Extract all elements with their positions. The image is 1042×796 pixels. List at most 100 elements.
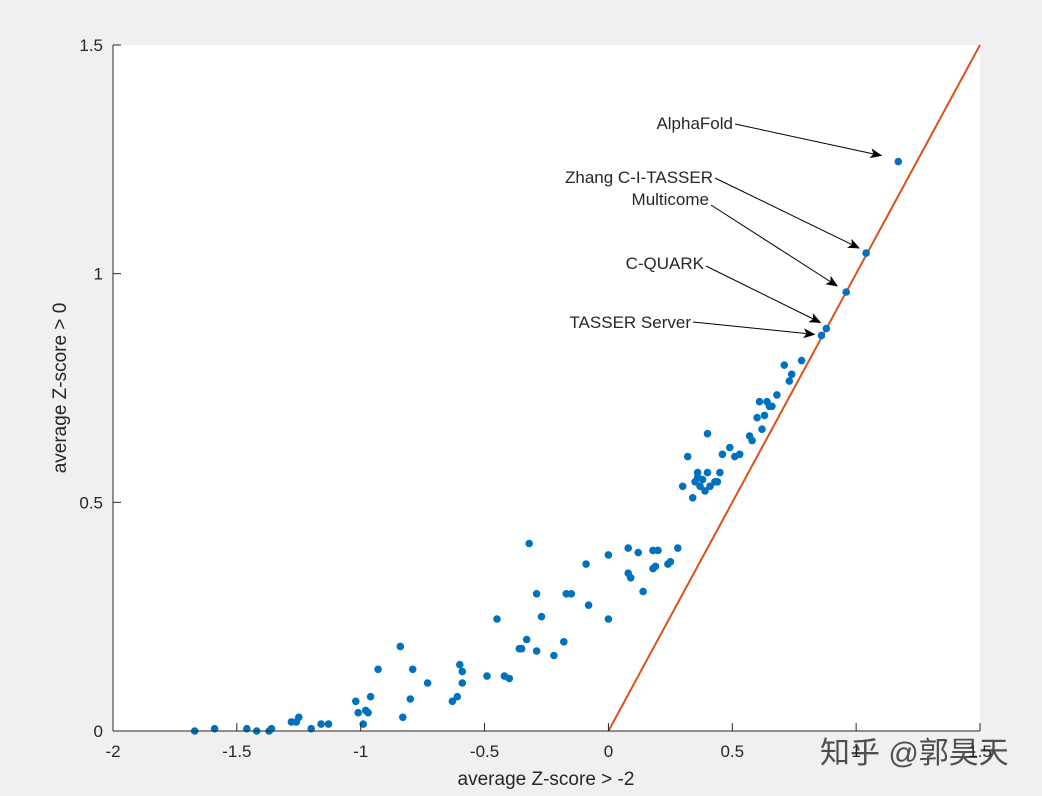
data-point (817, 331, 826, 340)
data-point (698, 475, 707, 484)
data-point (773, 391, 781, 399)
data-point (634, 548, 642, 557)
x-tick-label: -2 (105, 742, 120, 761)
data-point (822, 324, 831, 333)
annotation-arrow (734, 123, 883, 159)
annotation-arrow (710, 204, 839, 287)
data-point (651, 562, 660, 571)
data-point (726, 443, 734, 452)
data-point (537, 612, 546, 621)
data-point (584, 601, 593, 609)
data-point (674, 544, 682, 552)
data-point (735, 450, 744, 459)
data-point (448, 697, 457, 706)
data-point (718, 450, 727, 459)
data-point (755, 397, 764, 406)
data-point (894, 157, 903, 166)
data-point (366, 692, 375, 701)
data-point (364, 708, 372, 717)
y-ticks: 0 0.5 1 1.5 (79, 36, 121, 741)
y-tick-label: 1 (94, 265, 103, 284)
data-point (550, 651, 558, 660)
data-point (703, 429, 712, 438)
data-point (785, 377, 794, 385)
data-point (423, 679, 432, 687)
x-tick-label: -1.5 (222, 742, 251, 761)
data-point (396, 642, 405, 651)
data-point (458, 679, 467, 687)
data-point (696, 482, 704, 491)
data-point (483, 672, 491, 680)
data-point (713, 478, 722, 486)
x-ticks: -2 -1.5 -1 -0.5 0 0.5 1 1.5 (105, 723, 992, 761)
data-point (582, 560, 590, 568)
data-point (567, 590, 576, 598)
data-point (399, 713, 407, 722)
x-tick-label: -1 (353, 742, 368, 761)
annotations: AlphaFold Zhang C-I-TASSER Multicome C-QUAR… (565, 114, 883, 339)
data-point (748, 436, 756, 445)
data-point (456, 660, 464, 669)
y-tick-label: 0 (94, 722, 103, 741)
data-point (703, 468, 712, 477)
annotation-label: AlphaFold (656, 114, 733, 133)
data-point (295, 713, 303, 722)
y-tick-label: 1.5 (79, 36, 103, 55)
annotation-label: Zhang C-I-TASSER (565, 168, 713, 187)
x-tick-label: 0 (604, 742, 613, 761)
data-point (525, 539, 533, 548)
annotation-label: TASSER Server (569, 313, 691, 332)
y-axis-label: average Z-score > 0 (50, 303, 71, 474)
data-point (760, 411, 769, 420)
data-point (716, 468, 724, 477)
data-point (797, 356, 806, 365)
annotation-arrow (714, 177, 860, 249)
data-point (458, 667, 467, 676)
data-point (560, 638, 568, 646)
data-point (374, 665, 382, 674)
data-point (408, 665, 417, 674)
axes (112, 45, 980, 732)
x-tick-label: 0.5 (720, 742, 744, 761)
data-point (787, 370, 796, 379)
data-point (706, 482, 714, 491)
data-point (626, 574, 635, 582)
annotation-label: C-QUARK (626, 254, 705, 273)
data-point (324, 720, 333, 728)
data-point (532, 647, 541, 655)
annotation-arrow (692, 321, 816, 339)
plot-area (113, 45, 980, 731)
reference-line-layer (607, 44, 981, 732)
reference-line (607, 44, 981, 732)
data-point (701, 487, 709, 495)
data-point (753, 413, 761, 422)
data-point (678, 482, 687, 491)
data-point (317, 720, 325, 728)
data-point (758, 425, 766, 434)
scatter-points (190, 157, 903, 735)
annotation-label: Multicome (632, 190, 709, 209)
data-point (683, 452, 692, 461)
data-point (453, 692, 462, 701)
data-point (359, 720, 368, 728)
data-point (517, 644, 526, 653)
data-point (768, 402, 776, 411)
data-point (842, 288, 850, 296)
data-point (493, 615, 501, 623)
data-point (604, 551, 613, 559)
data-point (688, 494, 697, 502)
data-point (532, 590, 541, 598)
data-point (352, 697, 360, 706)
data-point (780, 361, 789, 369)
x-tick-label: -0.5 (470, 742, 499, 761)
data-point (666, 558, 675, 566)
x-tick-label: 1 (851, 742, 860, 761)
data-point (522, 635, 531, 644)
data-point (354, 708, 363, 717)
data-point (505, 674, 514, 683)
data-point (604, 615, 613, 623)
watermark-text: 知乎 @郭昊天 (820, 737, 1009, 770)
data-point (406, 695, 415, 703)
data-point (639, 587, 647, 596)
